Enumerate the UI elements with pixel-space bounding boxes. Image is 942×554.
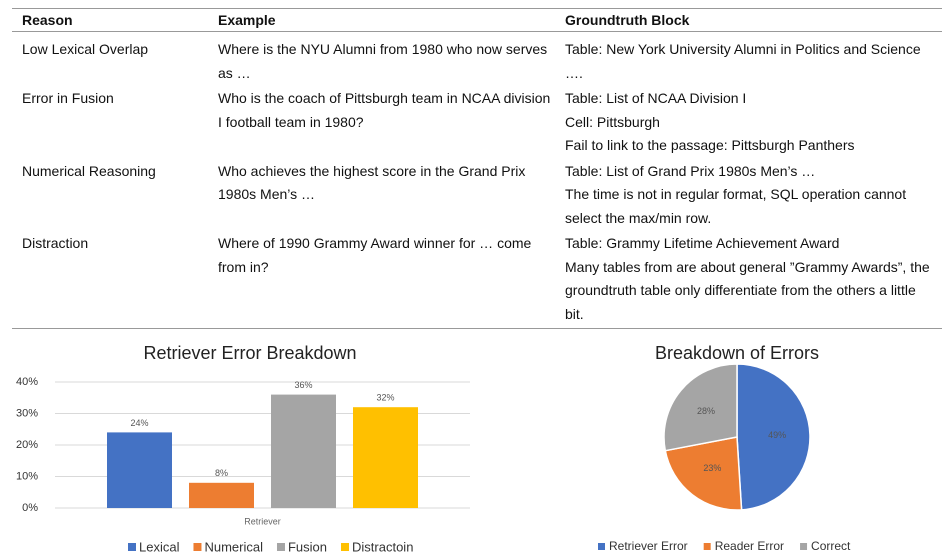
- cell: Low Lexical Overlap: [22, 41, 149, 57]
- cell-line: Many tables from are about general ”Gram…: [565, 258, 930, 322]
- legend-label: Retriever Error: [609, 539, 688, 553]
- cell-line: Fail to link to the passage: Pittsburgh …: [565, 137, 855, 153]
- data-label: 32%: [376, 393, 394, 403]
- legend-label: Lexical: [139, 539, 180, 554]
- legend-label: Numerical: [204, 539, 263, 554]
- cell: Who is the coach of Pittsburgh team in N…: [218, 90, 551, 130]
- legend-swatch: [703, 543, 711, 550]
- legend-label: Correct: [811, 539, 851, 553]
- bar: [271, 394, 336, 508]
- data-label: 8%: [215, 468, 228, 478]
- cell: Where of 1990 Grammy Award winner for … …: [218, 235, 532, 275]
- header-cell: Example: [218, 12, 276, 28]
- cell-line: Table: Grammy Lifetime Achievement Award: [565, 235, 840, 251]
- data-label: 49%: [768, 430, 786, 440]
- cell-line: The time is not in regular format, SQL o…: [565, 186, 907, 226]
- y-tick-label: 30%: [16, 407, 38, 419]
- data-label: 23%: [703, 463, 721, 473]
- header-cell: Reason: [22, 12, 73, 28]
- cell: Table: New York University Alumni in Pol…: [565, 38, 930, 85]
- cell-line: Cell: Pittsburgh: [565, 113, 660, 130]
- table-row: Low Lexical Overlap Where is the NYU Alum…: [12, 38, 942, 85]
- cell-line: Table: List of NCAA Division I: [565, 90, 747, 106]
- chart-title: Breakdown of Errors: [655, 343, 819, 363]
- table-row: Distraction Where of 1990 Grammy Award wi…: [12, 232, 942, 326]
- header-row: Reason Example Groundtruth Block: [12, 8, 942, 32]
- bar: [189, 482, 254, 508]
- cell: Who achieves the highest score in the Gr…: [218, 162, 526, 203]
- table-row: Numerical Reasoning Who achieves the high…: [12, 160, 942, 231]
- table-end: [12, 328, 942, 329]
- cell: Error in Fusion: [22, 90, 114, 106]
- pie-slice: [736, 363, 811, 511]
- cell: Table: List of Grand Prix 1980s Men’s … T…: [565, 160, 930, 231]
- cell: Where is the NYU Alumni from 1980 who no…: [218, 41, 548, 81]
- legend-label: Distractoin: [352, 539, 413, 554]
- legend-label: Reader Error: [715, 539, 784, 553]
- bar: [107, 432, 172, 508]
- cell: Distraction: [22, 235, 89, 251]
- cell: Numerical Reasoning: [22, 162, 156, 179]
- pie-slice: [663, 363, 738, 452]
- pie-slice: [664, 436, 743, 511]
- y-tick-label: 0%: [22, 502, 38, 514]
- cell: Table: Grammy Lifetime Achievement Award…: [565, 232, 930, 326]
- data-label: 28%: [697, 406, 715, 416]
- y-tick-label: 40%: [16, 376, 38, 388]
- data-label: 36%: [294, 380, 312, 390]
- cell-line: Table: New York University Alumni in Pol…: [565, 41, 921, 81]
- legend-swatch: [193, 543, 202, 551]
- y-tick-label: 20%: [16, 439, 38, 451]
- data-label: 24%: [130, 418, 148, 428]
- header-cell: Groundtruth Block: [565, 12, 690, 28]
- bar: [353, 407, 418, 508]
- legend-swatch: [276, 543, 285, 551]
- legend-swatch: [598, 543, 605, 550]
- table: Reason Example Groundtruth Block Low Lexica…: [12, 8, 942, 329]
- chart-title: Retriever Error Breakdown: [143, 343, 356, 363]
- legend-label: Fusion: [288, 539, 327, 554]
- legend-swatch: [128, 543, 136, 551]
- legend-swatch: [341, 543, 350, 551]
- legend-swatch: [800, 543, 808, 550]
- x-tick-label: Retriever: [244, 516, 281, 526]
- y-tick-label: 10%: [16, 470, 38, 482]
- cell: Table: List of NCAA Division I Cell: Pitt…: [565, 87, 930, 158]
- table-row: Error in Fusion Who is the coach of Pitts…: [12, 87, 942, 158]
- cell-line: Table: List of Grand Prix 1980s Men’s …: [565, 162, 816, 179]
